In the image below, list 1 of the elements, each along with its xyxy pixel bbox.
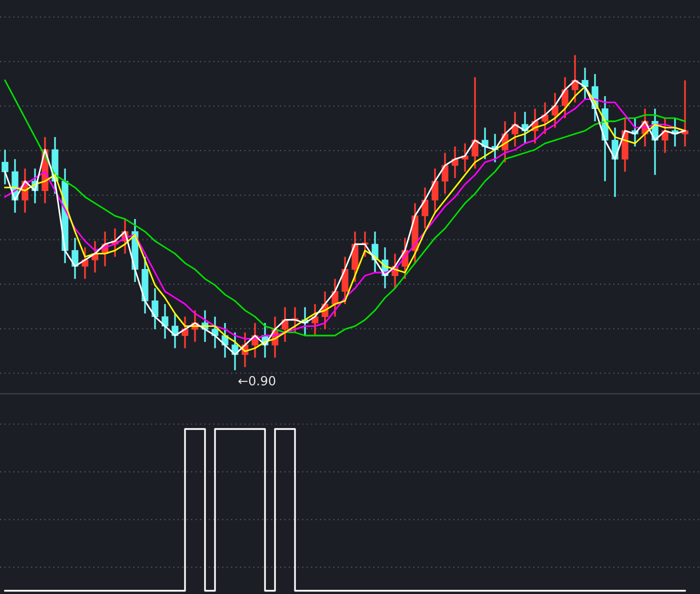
text: ←0.90 [238, 376, 276, 386]
